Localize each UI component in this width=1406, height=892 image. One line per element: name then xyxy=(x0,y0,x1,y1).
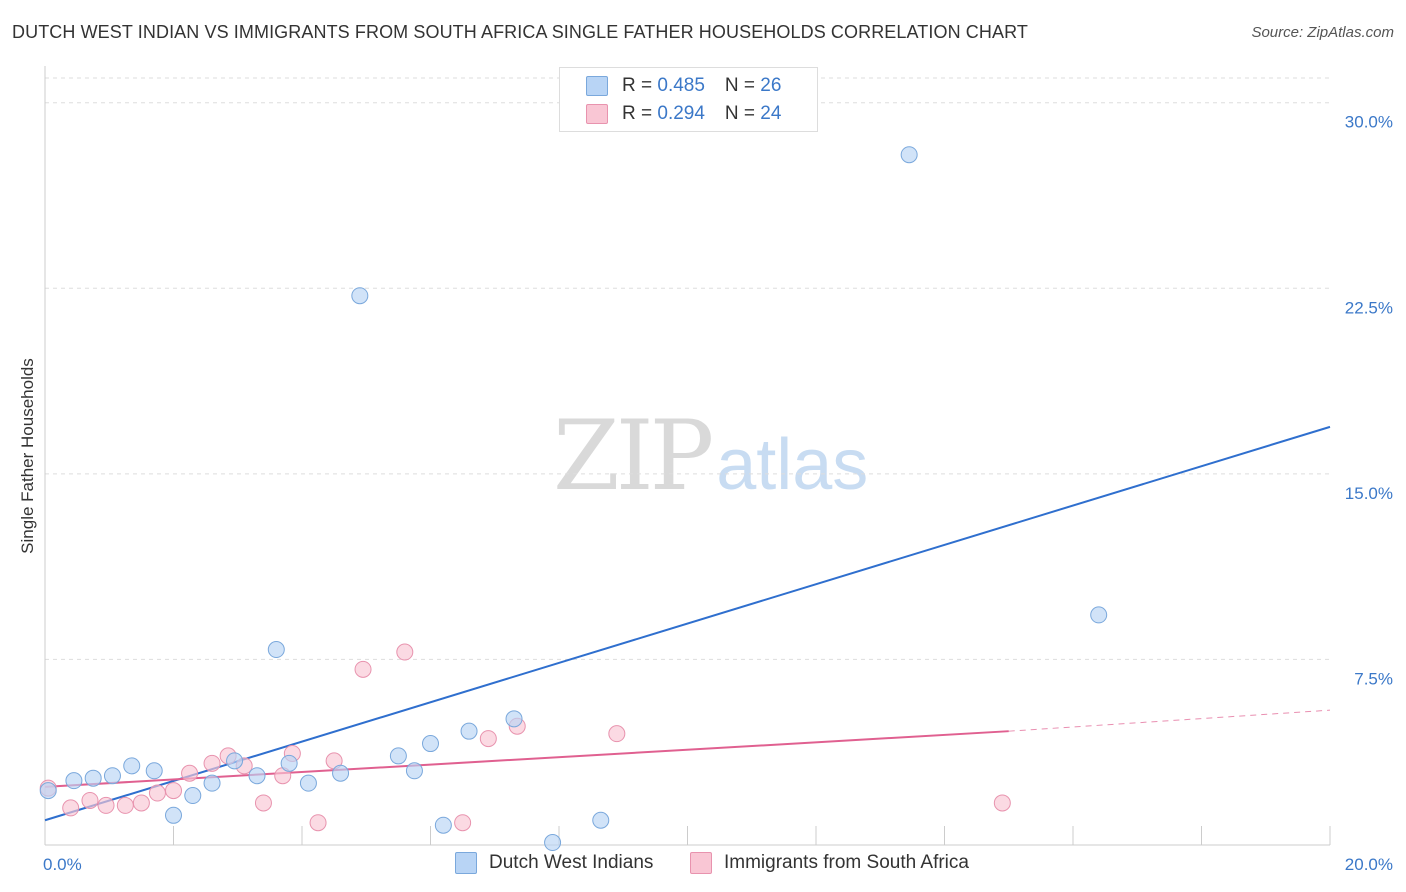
data-point-dutch-west-indians xyxy=(84,769,102,787)
data-point-dutch-west-indians xyxy=(65,772,83,790)
data-point-dutch-west-indians xyxy=(900,146,918,164)
data-point-dutch-west-indians xyxy=(299,774,317,792)
legend-n-label: N = xyxy=(724,75,761,96)
data-point-immigrants-south-africa xyxy=(97,796,115,814)
data-point-immigrants-south-africa xyxy=(309,814,327,832)
data-point-immigrants-south-africa xyxy=(479,730,497,748)
data-point-immigrants-south-africa xyxy=(203,754,221,772)
data-point-immigrants-south-africa xyxy=(165,782,182,800)
data-point-immigrants-south-africa xyxy=(116,796,134,814)
legend-row-immigrants-south-africa: R = 0.294 N = 24 xyxy=(586,103,781,125)
data-point-dutch-west-indians xyxy=(332,764,350,782)
legend-swatch-blue xyxy=(455,852,477,874)
data-point-dutch-west-indians xyxy=(39,782,57,800)
legend-r-label: R = xyxy=(622,103,658,124)
axes xyxy=(44,66,1331,846)
data-point-immigrants-south-africa xyxy=(354,660,372,678)
watermark-zip: ZIP xyxy=(553,400,714,512)
data-point-dutch-west-indians xyxy=(505,710,523,728)
legend-n-label: N = xyxy=(724,103,761,124)
data-point-immigrants-south-africa xyxy=(148,784,166,802)
legend-r-value: 0.294 xyxy=(657,103,705,124)
data-point-dutch-west-indians xyxy=(145,762,163,780)
legend-n-value: 24 xyxy=(760,103,782,124)
trendline-dutch-west-indians xyxy=(44,425,1331,822)
legend-swatch-pink xyxy=(586,104,608,124)
data-point-dutch-west-indians xyxy=(184,787,202,805)
watermark: ZIPatlas xyxy=(553,400,868,512)
x-tick-label: 0.0% xyxy=(43,855,82,874)
y-tick-label: 7.5% xyxy=(1354,669,1393,688)
grid xyxy=(45,77,1330,660)
legend-r-label: R = xyxy=(622,75,658,96)
data-point-dutch-west-indians xyxy=(460,722,478,740)
source-label: Source: ZipAtlas.com xyxy=(1251,24,1394,41)
y-tick-label: 30.0% xyxy=(1345,113,1393,132)
data-point-dutch-west-indians xyxy=(422,735,439,753)
data-point-immigrants-south-africa xyxy=(993,794,1011,812)
legend-n-value: 26 xyxy=(760,75,782,96)
chart-title: DUTCH WEST INDIAN VS IMMIGRANTS FROM SOU… xyxy=(12,22,1028,42)
data-point-dutch-west-indians xyxy=(405,762,423,780)
data-point-dutch-west-indians xyxy=(248,767,266,785)
data-points xyxy=(39,146,1108,852)
data-point-dutch-west-indians xyxy=(165,806,182,824)
data-point-dutch-west-indians xyxy=(434,816,452,834)
data-point-immigrants-south-africa xyxy=(62,799,80,817)
data-point-dutch-west-indians xyxy=(123,757,141,775)
x-tick-label: 20.0% xyxy=(1345,855,1393,874)
data-point-dutch-west-indians xyxy=(103,767,121,785)
data-point-immigrants-south-africa xyxy=(181,764,199,782)
data-point-immigrants-south-africa xyxy=(608,725,626,743)
data-point-dutch-west-indians xyxy=(351,287,369,305)
data-point-immigrants-south-africa xyxy=(81,791,99,809)
legend-label: Dutch West Indians xyxy=(489,852,654,873)
data-point-immigrants-south-africa xyxy=(254,794,272,812)
data-point-immigrants-south-africa xyxy=(396,643,414,661)
data-point-dutch-west-indians xyxy=(389,747,407,765)
tick-labels: 7.5% 15.0% 22.5% 30.0% 0.0% 20.0% xyxy=(43,113,1393,874)
legend-label: Immigrants from South Africa xyxy=(724,852,969,873)
y-tick-label: 15.0% xyxy=(1345,484,1393,503)
legend-r-value: 0.485 xyxy=(657,75,705,96)
data-point-immigrants-south-africa xyxy=(132,794,150,812)
legend-swatch-blue xyxy=(586,76,608,96)
correlation-legend: R = 0.485 N = 26 R = 0.294 N = 24 xyxy=(559,67,818,132)
legend-item-immigrants-south-africa: Immigrants from South Africa xyxy=(690,852,969,874)
data-point-immigrants-south-africa xyxy=(454,814,472,832)
data-point-dutch-west-indians xyxy=(226,752,244,770)
trendlines xyxy=(44,425,1331,822)
data-point-dutch-west-indians xyxy=(203,774,221,792)
watermark-atlas: atlas xyxy=(716,425,869,505)
legend-row-dutch-west-indians: R = 0.485 N = 26 xyxy=(586,75,781,97)
trendline-extension-immigrants-south-africa xyxy=(1008,709,1331,732)
data-point-dutch-west-indians xyxy=(592,811,610,829)
data-point-dutch-west-indians xyxy=(544,834,562,852)
trendline-immigrants-south-africa xyxy=(44,730,1009,788)
legend-swatch-pink xyxy=(690,852,712,874)
y-tick-label: 22.5% xyxy=(1345,298,1393,317)
legend-item-dutch-west-indians: Dutch West Indians xyxy=(455,852,653,874)
data-point-dutch-west-indians xyxy=(267,641,285,659)
data-point-dutch-west-indians xyxy=(280,754,298,772)
data-point-dutch-west-indians xyxy=(1090,606,1108,624)
